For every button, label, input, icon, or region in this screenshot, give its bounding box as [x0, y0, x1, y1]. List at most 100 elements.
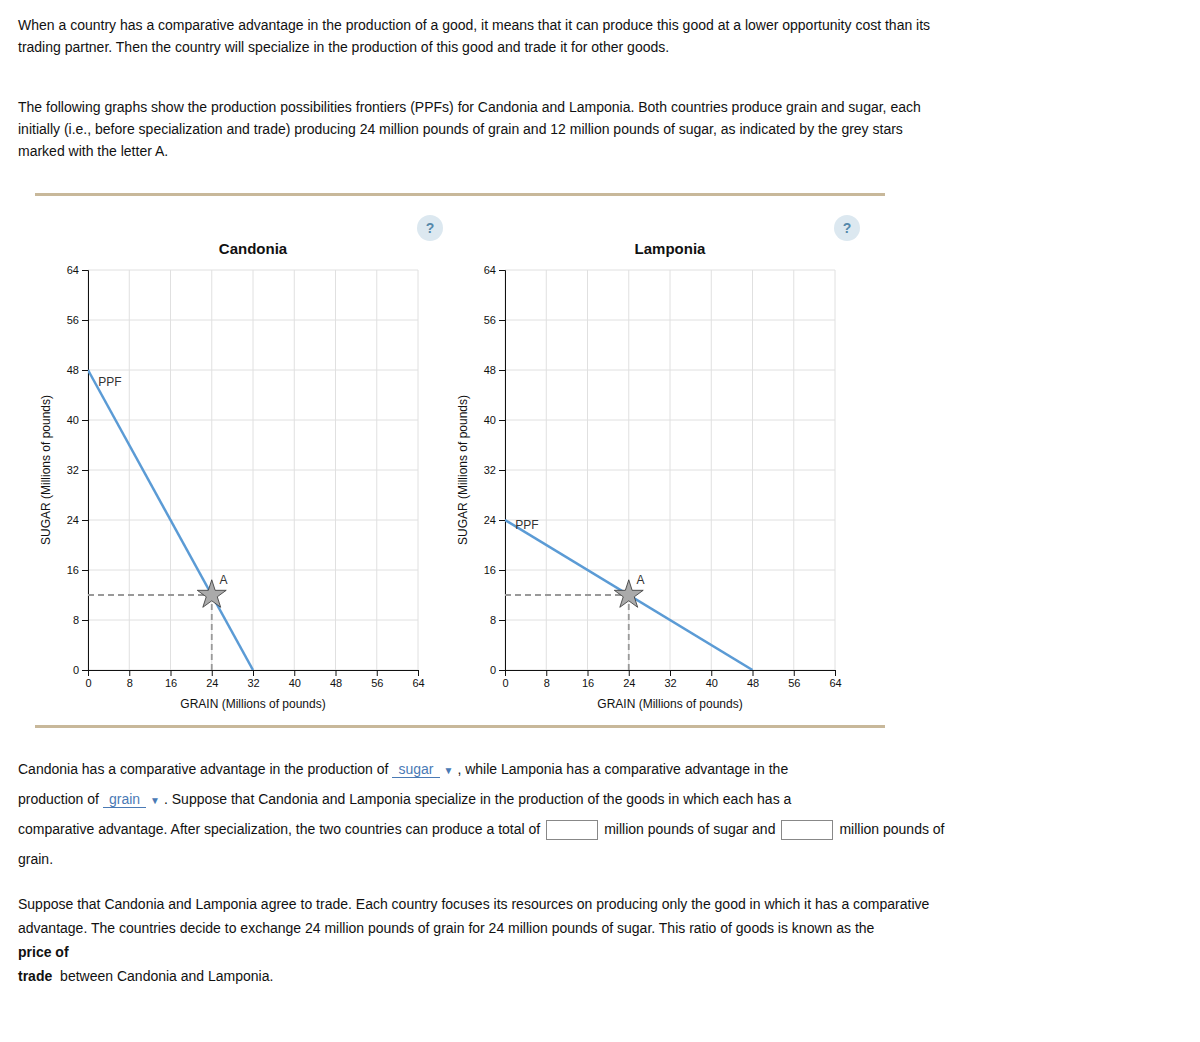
ppf-line [505, 520, 753, 670]
x-tick: 64 [412, 670, 424, 689]
y-axis-line [82, 271, 89, 671]
x-tick-label: 24 [623, 677, 635, 689]
y-axis-line [499, 271, 506, 671]
y-tick-mark [499, 620, 505, 621]
x-tick-label: 64 [412, 677, 424, 689]
paragraph-line: marked with the letter A. [18, 140, 930, 162]
y-tick-mark [82, 670, 88, 671]
grid-line-y [88, 520, 418, 521]
help-icon[interactable]: ? [834, 215, 860, 241]
answer-box[interactable] [546, 820, 598, 840]
y-tick-label: 64 [67, 264, 79, 276]
y-tick-mark [82, 420, 88, 421]
text-line: advantage. The countries decide to excha… [18, 916, 933, 940]
panel-rule [35, 725, 885, 728]
annotation: PPF [515, 518, 538, 532]
text-line: comparative advantage. After specializat… [18, 814, 949, 844]
y-tick-label: 0 [490, 664, 496, 676]
dropdown-arrow[interactable]: ▼ [444, 765, 454, 776]
dropdown-arrow[interactable]: ▼ [150, 795, 160, 806]
x-tick-label: 48 [747, 677, 759, 689]
x-axis: 0816243240485664 [85, 670, 424, 689]
y-tick: 16 [67, 564, 88, 576]
guide-line-v [628, 595, 630, 670]
paragraph: When a country has a comparative advanta… [18, 14, 930, 58]
x-tick-mark [588, 670, 589, 676]
x-tick: 40 [289, 670, 301, 689]
x-tick-mark [670, 670, 671, 676]
x-tick-mark [171, 670, 172, 676]
y-tick: 24 [67, 514, 88, 526]
x-tick-label: 64 [829, 677, 841, 689]
y-tick-label: 24 [484, 514, 496, 526]
y-tick-mark [499, 270, 505, 271]
y-axis: 0816243240485664 [67, 264, 89, 676]
text-line: Suppose that Candonia and Lamponia agree… [18, 892, 933, 916]
grid [505, 270, 835, 670]
x-tick: 16 [582, 670, 594, 689]
annotation: PPF [98, 375, 121, 389]
y-tick-mark [499, 670, 505, 671]
help-icon[interactable]: ? [417, 215, 443, 241]
y-tick: 40 [67, 414, 88, 426]
x-axis-title: GRAIN (Millions of pounds) [597, 697, 742, 711]
y-tick: 32 [67, 464, 88, 476]
text-line: grain. [18, 844, 949, 874]
dropdown-choice[interactable]: sugar [392, 761, 439, 778]
intro: When a country has a comparative advanta… [18, 14, 930, 162]
text-run: . Suppose that Candonia and Lamponia spe… [164, 791, 791, 807]
help-icon-circle[interactable] [417, 215, 443, 241]
x-tick-mark [212, 670, 213, 676]
x-tick: 8 [544, 670, 550, 689]
y-tick-label: 16 [67, 564, 79, 576]
page: When a country has a comparative advanta… [0, 0, 1200, 1042]
x-tick-mark [753, 670, 754, 676]
paragraph: The following graphs show the production… [18, 96, 930, 162]
grid-line-y [88, 370, 418, 371]
paragraph-line: initially (i.e., before specialization a… [18, 118, 930, 140]
x-tick-mark [418, 670, 419, 676]
grid-line-y [505, 320, 835, 321]
chart-panel: 08162432404856640816243240485664PPFACand… [35, 193, 885, 728]
dropdown-choice[interactable]: grain [103, 791, 146, 808]
grid-line-y [88, 270, 418, 271]
y-tick: 0 [490, 664, 505, 676]
annotation: A [636, 573, 644, 587]
x-tick: 64 [829, 670, 841, 689]
text-run: production of [18, 791, 99, 807]
y-tick-label: 8 [490, 614, 496, 626]
y-tick: 32 [484, 464, 505, 476]
x-tick: 16 [165, 670, 177, 689]
text-run: trade [18, 968, 52, 984]
x-tick-mark [711, 670, 712, 676]
text-run: million pounds of sugar and [604, 821, 775, 837]
x-tick: 48 [330, 670, 342, 689]
y-tick: 8 [73, 614, 88, 626]
grid-line-y [505, 520, 835, 521]
x-tick-mark [546, 670, 547, 676]
paragraph-line: trading partner. Then the country will s… [18, 36, 930, 58]
text-line: trade between Candonia and Lamponia. [18, 964, 933, 988]
x-tick: 56 [371, 670, 383, 689]
chart: 08162432404856640816243240485664PPFALamp… [456, 240, 842, 711]
x-tick-mark [835, 670, 836, 676]
x-tick-mark [294, 670, 295, 676]
panel-background [35, 193, 885, 728]
text-run: between Candonia and Lamponia. [56, 968, 273, 984]
x-tick: 40 [706, 670, 718, 689]
y-tick-mark [82, 470, 88, 471]
text-run: comparative advantage. After specializat… [18, 821, 540, 837]
grid-line-y [88, 470, 418, 471]
y-tick-label: 40 [67, 414, 79, 426]
help-icon-label[interactable]: ? [426, 220, 435, 236]
y-axis-title: SUGAR (Millions of pounds) [39, 395, 53, 545]
text-run: advantage. The countries decide to excha… [18, 920, 874, 936]
answer-box[interactable] [781, 820, 833, 840]
help-icon-circle[interactable] [834, 215, 860, 241]
y-tick-label: 48 [484, 364, 496, 376]
grid-line-y [505, 270, 835, 271]
guide-line-h [505, 594, 629, 596]
y-tick-label: 64 [484, 264, 496, 276]
y-tick-label: 8 [73, 614, 79, 626]
help-icon-label[interactable]: ? [843, 220, 852, 236]
